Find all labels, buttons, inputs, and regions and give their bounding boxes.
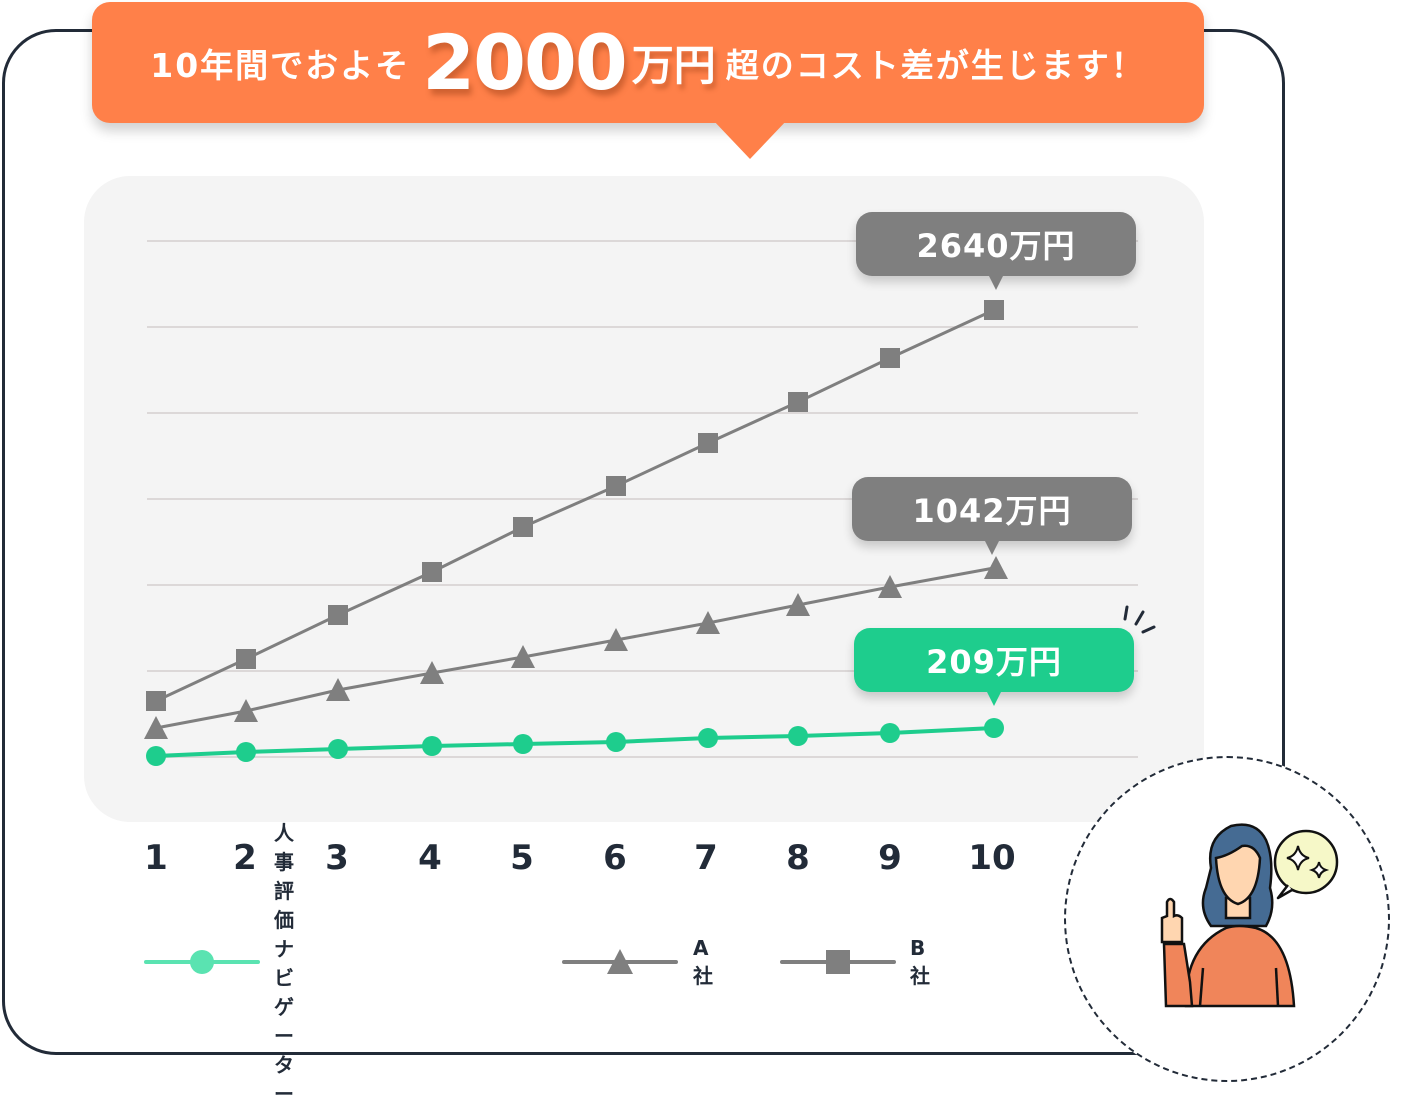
headline-suffix: 超のコスト差が生じます！ xyxy=(725,45,1146,85)
callout-a-company: 1042万円 xyxy=(852,477,1132,555)
legend-symbols xyxy=(144,949,896,974)
callout-navigator-text: 209万円 xyxy=(926,643,1062,681)
sparkle-bubble-icon xyxy=(1273,829,1339,900)
callout-b-company: 2640万円 xyxy=(856,212,1136,290)
thumbs-up-woman-icon xyxy=(1160,823,1339,1008)
x-tick: 9 xyxy=(878,838,902,878)
headline-banner: 10年間でおよそ 2000 万円 超のコスト差が生じます！ xyxy=(92,2,1204,159)
triangle-markers xyxy=(144,556,1008,739)
x-tick: 10 xyxy=(968,838,1016,878)
x-tick: 5 xyxy=(510,838,534,878)
legend-item-navigator: 人事評価ナビゲーター xyxy=(274,821,295,1106)
callout-b-company-text: 2640万円 xyxy=(916,227,1076,265)
x-tick: 8 xyxy=(786,838,810,878)
series-a-company xyxy=(144,556,1008,739)
square-markers xyxy=(146,300,1004,711)
headline-unit: 万円 xyxy=(631,41,716,90)
legend-item-a-company: A社 xyxy=(693,936,714,988)
legend-label: B社 xyxy=(910,935,931,988)
legend-item-b-company: B社 xyxy=(910,936,931,988)
callout-navigator: 209万円 xyxy=(854,628,1134,706)
x-tick: 4 xyxy=(418,838,442,878)
x-tick: 6 xyxy=(603,838,627,878)
x-tick: 2 xyxy=(233,838,257,878)
series-b-company xyxy=(146,300,1004,711)
circle-markers xyxy=(146,718,1004,766)
x-tick: 1 xyxy=(144,838,168,878)
headline-amount: 2000 xyxy=(422,18,628,107)
x-tick: 3 xyxy=(325,838,349,878)
x-tick: 7 xyxy=(694,838,718,878)
emphasis-lines-icon xyxy=(1123,605,1156,634)
legend-label: 人事評価ナビゲーター xyxy=(274,821,295,1106)
legend-label: A社 xyxy=(693,935,714,988)
avatar-illustration xyxy=(1064,756,1390,1082)
series-navigator xyxy=(146,718,1004,766)
headline-prefix: 10年間でおよそ xyxy=(150,45,411,85)
callout-a-company-text: 1042万円 xyxy=(912,492,1072,530)
